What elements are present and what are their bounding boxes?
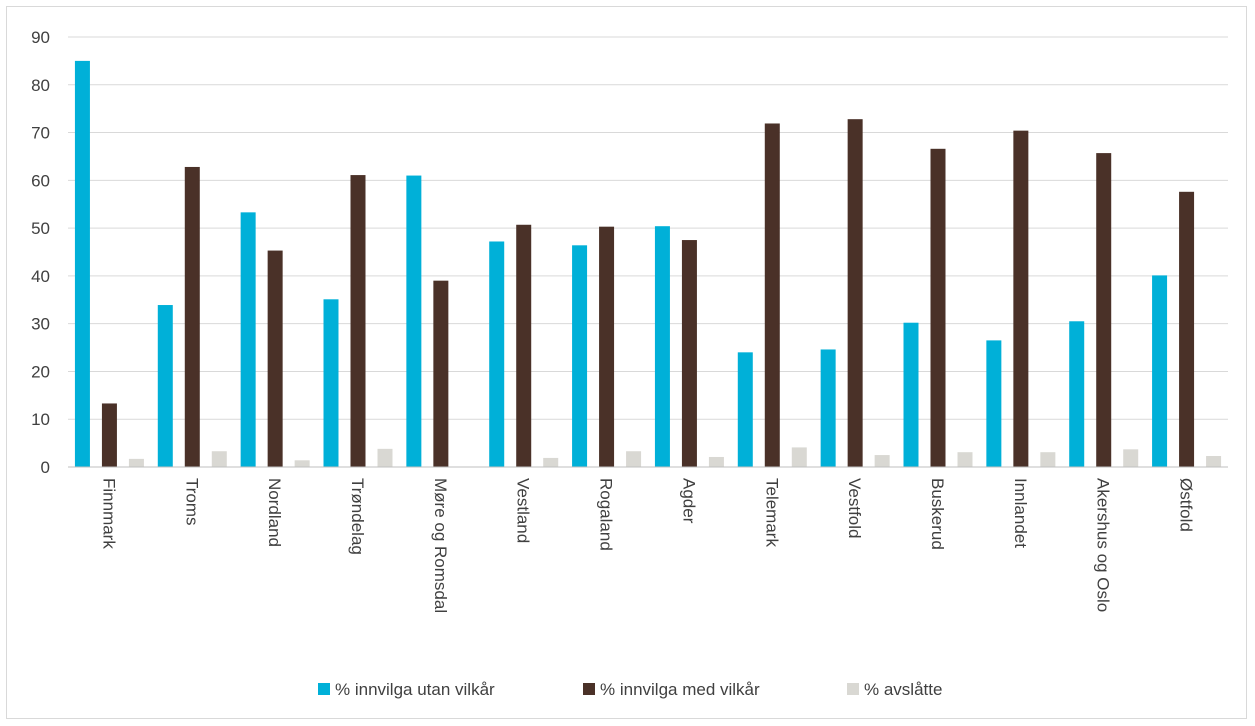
bar [654,226,670,467]
y-tick-label: 60 [31,171,50,190]
legend-label: % innvilga utan vilkår [335,680,495,699]
y-tick-label: 10 [31,410,50,429]
bar [737,352,753,467]
bar [874,455,890,467]
bar [599,226,615,467]
y-tick-label: 40 [31,267,50,286]
y-tick-label: 90 [31,28,50,47]
bar [708,456,724,467]
legend-swatch [583,683,595,695]
bar [1179,191,1195,468]
legend-label: % avslåtte [864,680,942,699]
bar [791,447,807,467]
bar [957,452,973,467]
bar [267,250,283,467]
bar [240,212,256,467]
bar [128,458,144,467]
y-tick-label: 30 [31,315,50,334]
gridlines [68,36,1228,420]
y-tick-label: 50 [31,219,50,238]
bar [626,451,642,467]
y-tick-label: 70 [31,124,50,143]
chart-frame [6,6,1247,719]
bar [1123,449,1139,467]
bar [820,349,836,467]
bar [323,299,339,467]
bar [516,224,532,467]
legend: % innvilga utan vilkår % innvilga med vil… [318,680,942,699]
bar [1069,321,1085,467]
x-tick-label: Troms [182,478,201,526]
bar [543,457,559,467]
bar [1040,452,1056,467]
x-tick-label: Trøndelag [348,478,367,555]
bar [489,241,505,467]
x-tick-label: Nordland [265,478,284,547]
x-tick-label: Innlandet [1011,478,1030,548]
x-tick-label: Østfold [1177,478,1196,532]
x-tick-label: Akershus og Oslo [1094,478,1113,612]
bar [903,322,919,467]
bar [572,245,588,467]
x-tick-label: Telemark [762,478,781,547]
y-tick-label: 0 [41,458,50,477]
x-tick-label: Vestfold [845,478,864,539]
bar [930,148,946,468]
bar [294,460,310,467]
bar [764,123,780,467]
legend-label: % innvilga med vilkår [600,680,760,699]
bar [101,403,117,467]
x-axis-ticks: Finnmark Troms Nordland Trøndelag Møre og Ro… [99,478,1195,613]
x-tick-label: Finnmark [99,478,118,549]
x-tick-label: Møre og Romsdal [431,478,450,613]
bar [74,60,90,468]
bar [211,451,227,467]
bar [433,280,449,467]
legend-swatch [847,683,859,695]
bar [406,175,422,468]
y-tick-label: 20 [31,362,50,381]
x-tick-label: Buskerud [928,478,947,550]
bar [1013,130,1029,467]
bar [157,305,173,467]
bar [681,240,697,467]
bar [847,119,863,467]
x-tick-label: Agder [679,478,698,524]
y-tick-label: 80 [31,76,50,95]
bar [350,175,366,468]
bar [1206,456,1222,467]
bars [74,60,1222,468]
bar [377,448,393,467]
bar [1152,275,1168,467]
y-axis-ticks: 0 10 20 30 40 50 60 70 80 90 [31,28,50,477]
x-tick-label: Vestland [514,478,533,543]
x-tick-label: Rogaland [597,478,616,551]
bar [1096,153,1112,467]
bar [986,340,1002,467]
legend-swatch [318,683,330,695]
bar [184,166,200,467]
